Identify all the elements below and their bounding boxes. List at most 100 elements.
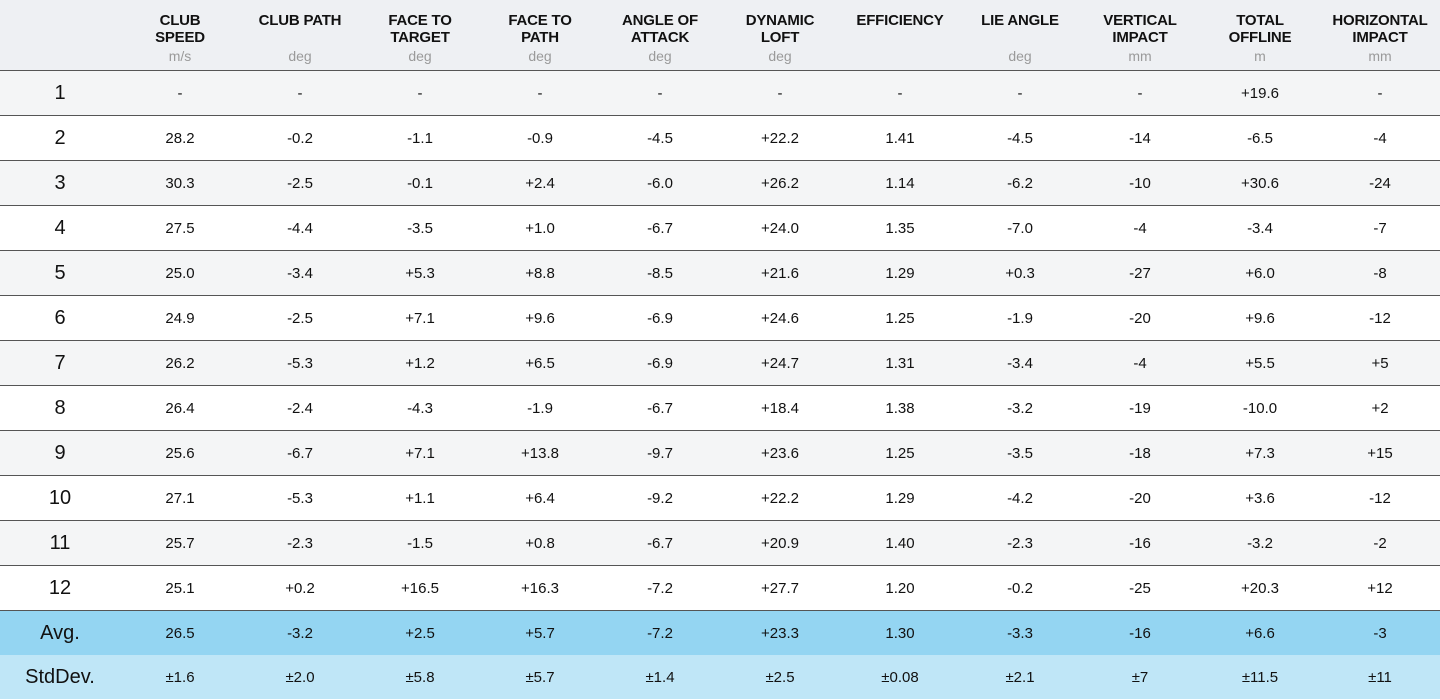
cell: -6.0: [600, 160, 720, 206]
title-line: DYNAMIC: [745, 12, 815, 29]
column-header: VERTICAL IMPACT mm: [1080, 0, 1200, 71]
cell: -14: [1080, 115, 1200, 161]
data-row: 12 25.1 +0.2 +16.5 +16.3 -7.2 +27.7 1.20 -0.2 -25…: [0, 565, 1440, 611]
cell: 26.4: [120, 385, 240, 431]
cell: -8.5: [600, 250, 720, 296]
title-line: TOTAL: [1236, 12, 1284, 29]
column-title: DYNAMIC LOFT: [720, 0, 840, 46]
title-line: CLUB PATH: [258, 12, 342, 29]
cell: -6.7: [240, 430, 360, 476]
column-header: CLUB PATH deg: [240, 0, 360, 71]
cell: +2.5: [360, 610, 480, 655]
cell: -27: [1080, 250, 1200, 296]
cell: 27.1: [120, 475, 240, 521]
cell: -6.5: [1200, 115, 1320, 161]
cell: -4: [1080, 205, 1200, 251]
cell: -3.2: [240, 610, 360, 655]
cell: 1.40: [840, 520, 960, 566]
cell: +3.6: [1200, 475, 1320, 521]
cell: -1.9: [480, 385, 600, 431]
cell: -6.9: [600, 340, 720, 386]
cell: +12: [1320, 565, 1440, 611]
column-unit: deg: [648, 48, 672, 64]
data-row: 8 26.4 -2.4 -4.3 -1.9 -6.7 +18.4 1.38 -3.2 -19 -10…: [0, 385, 1440, 431]
cell: -4.3: [360, 385, 480, 431]
cell: 27.5: [120, 205, 240, 251]
row-label: 1: [0, 70, 120, 116]
row-label: 5: [0, 250, 120, 296]
column-title: FACE TO TARGET: [360, 0, 480, 46]
cell: -4.2: [960, 475, 1080, 521]
column-title: CLUB SPEED: [120, 0, 240, 46]
cell: -2.3: [240, 520, 360, 566]
cell: -16: [1080, 610, 1200, 655]
cell: -: [600, 70, 720, 116]
cell: -3.2: [1200, 520, 1320, 566]
cell: 1.41: [840, 115, 960, 161]
cell: ±2.1: [960, 655, 1080, 699]
cell: -6.2: [960, 160, 1080, 206]
cell: -20: [1080, 475, 1200, 521]
cell: -9.2: [600, 475, 720, 521]
column-unit: m/s: [168, 48, 192, 64]
column-unit: deg: [1008, 48, 1032, 64]
title-line: LOFT: [760, 29, 800, 46]
cell: -3.4: [240, 250, 360, 296]
cell: ±2.0: [240, 655, 360, 699]
cell: ±7: [1080, 655, 1200, 699]
cell: ±11: [1320, 655, 1440, 699]
summary-row: StdDev. ±1.6 ±2.0 ±5.8 ±5.7 ±1.4 ±2.5 ±0.08 ±2.1…: [0, 655, 1440, 699]
cell: -0.9: [480, 115, 600, 161]
title-line: EFFICIENCY: [856, 12, 944, 29]
cell: +27.7: [720, 565, 840, 611]
cell: +2.4: [480, 160, 600, 206]
column-unit: deg: [288, 48, 312, 64]
cell: -7: [1320, 205, 1440, 251]
cell: +20.3: [1200, 565, 1320, 611]
column-title: TOTAL OFFLINE: [1200, 0, 1320, 46]
column-header: CLUB SPEED m/s: [120, 0, 240, 71]
cell: -3.3: [960, 610, 1080, 655]
row-label: 12: [0, 565, 120, 611]
row-label: 6: [0, 295, 120, 341]
cell: +5: [1320, 340, 1440, 386]
cell: 25.6: [120, 430, 240, 476]
column-title: FACE TO PATH: [480, 0, 600, 46]
cell: 25.1: [120, 565, 240, 611]
cell: ±0.08: [840, 655, 960, 699]
cell: -: [120, 70, 240, 116]
cell: +19.6: [1200, 70, 1320, 116]
cell: +6.5: [480, 340, 600, 386]
cell: +6.4: [480, 475, 600, 521]
cell: +24.0: [720, 205, 840, 251]
cell: -4: [1080, 340, 1200, 386]
cell: -: [240, 70, 360, 116]
cell: -2.4: [240, 385, 360, 431]
column-title: HORIZONTAL IMPACT: [1320, 0, 1440, 46]
cell: -4.5: [600, 115, 720, 161]
cell: -24: [1320, 160, 1440, 206]
column-header: FACE TO PATH deg: [480, 0, 600, 71]
cell: -7.2: [600, 610, 720, 655]
cell: +9.6: [480, 295, 600, 341]
cell: 30.3: [120, 160, 240, 206]
cell: 1.25: [840, 295, 960, 341]
row-label: 9: [0, 430, 120, 476]
cell: ±2.5: [720, 655, 840, 699]
data-row: 6 24.9 -2.5 +7.1 +9.6 -6.9 +24.6 1.25 -1.9 -20 +9.…: [0, 295, 1440, 341]
cell: -16: [1080, 520, 1200, 566]
cell: +20.9: [720, 520, 840, 566]
cell: -: [960, 70, 1080, 116]
cell: -5.3: [240, 475, 360, 521]
title-line: SPEED: [155, 29, 205, 46]
column-header: HORIZONTAL IMPACT mm: [1320, 0, 1440, 71]
cell: -0.1: [360, 160, 480, 206]
cell: +0.2: [240, 565, 360, 611]
row-label: 4: [0, 205, 120, 251]
cell: +23.6: [720, 430, 840, 476]
cell: +6.6: [1200, 610, 1320, 655]
cell: 28.2: [120, 115, 240, 161]
cell: 1.29: [840, 475, 960, 521]
